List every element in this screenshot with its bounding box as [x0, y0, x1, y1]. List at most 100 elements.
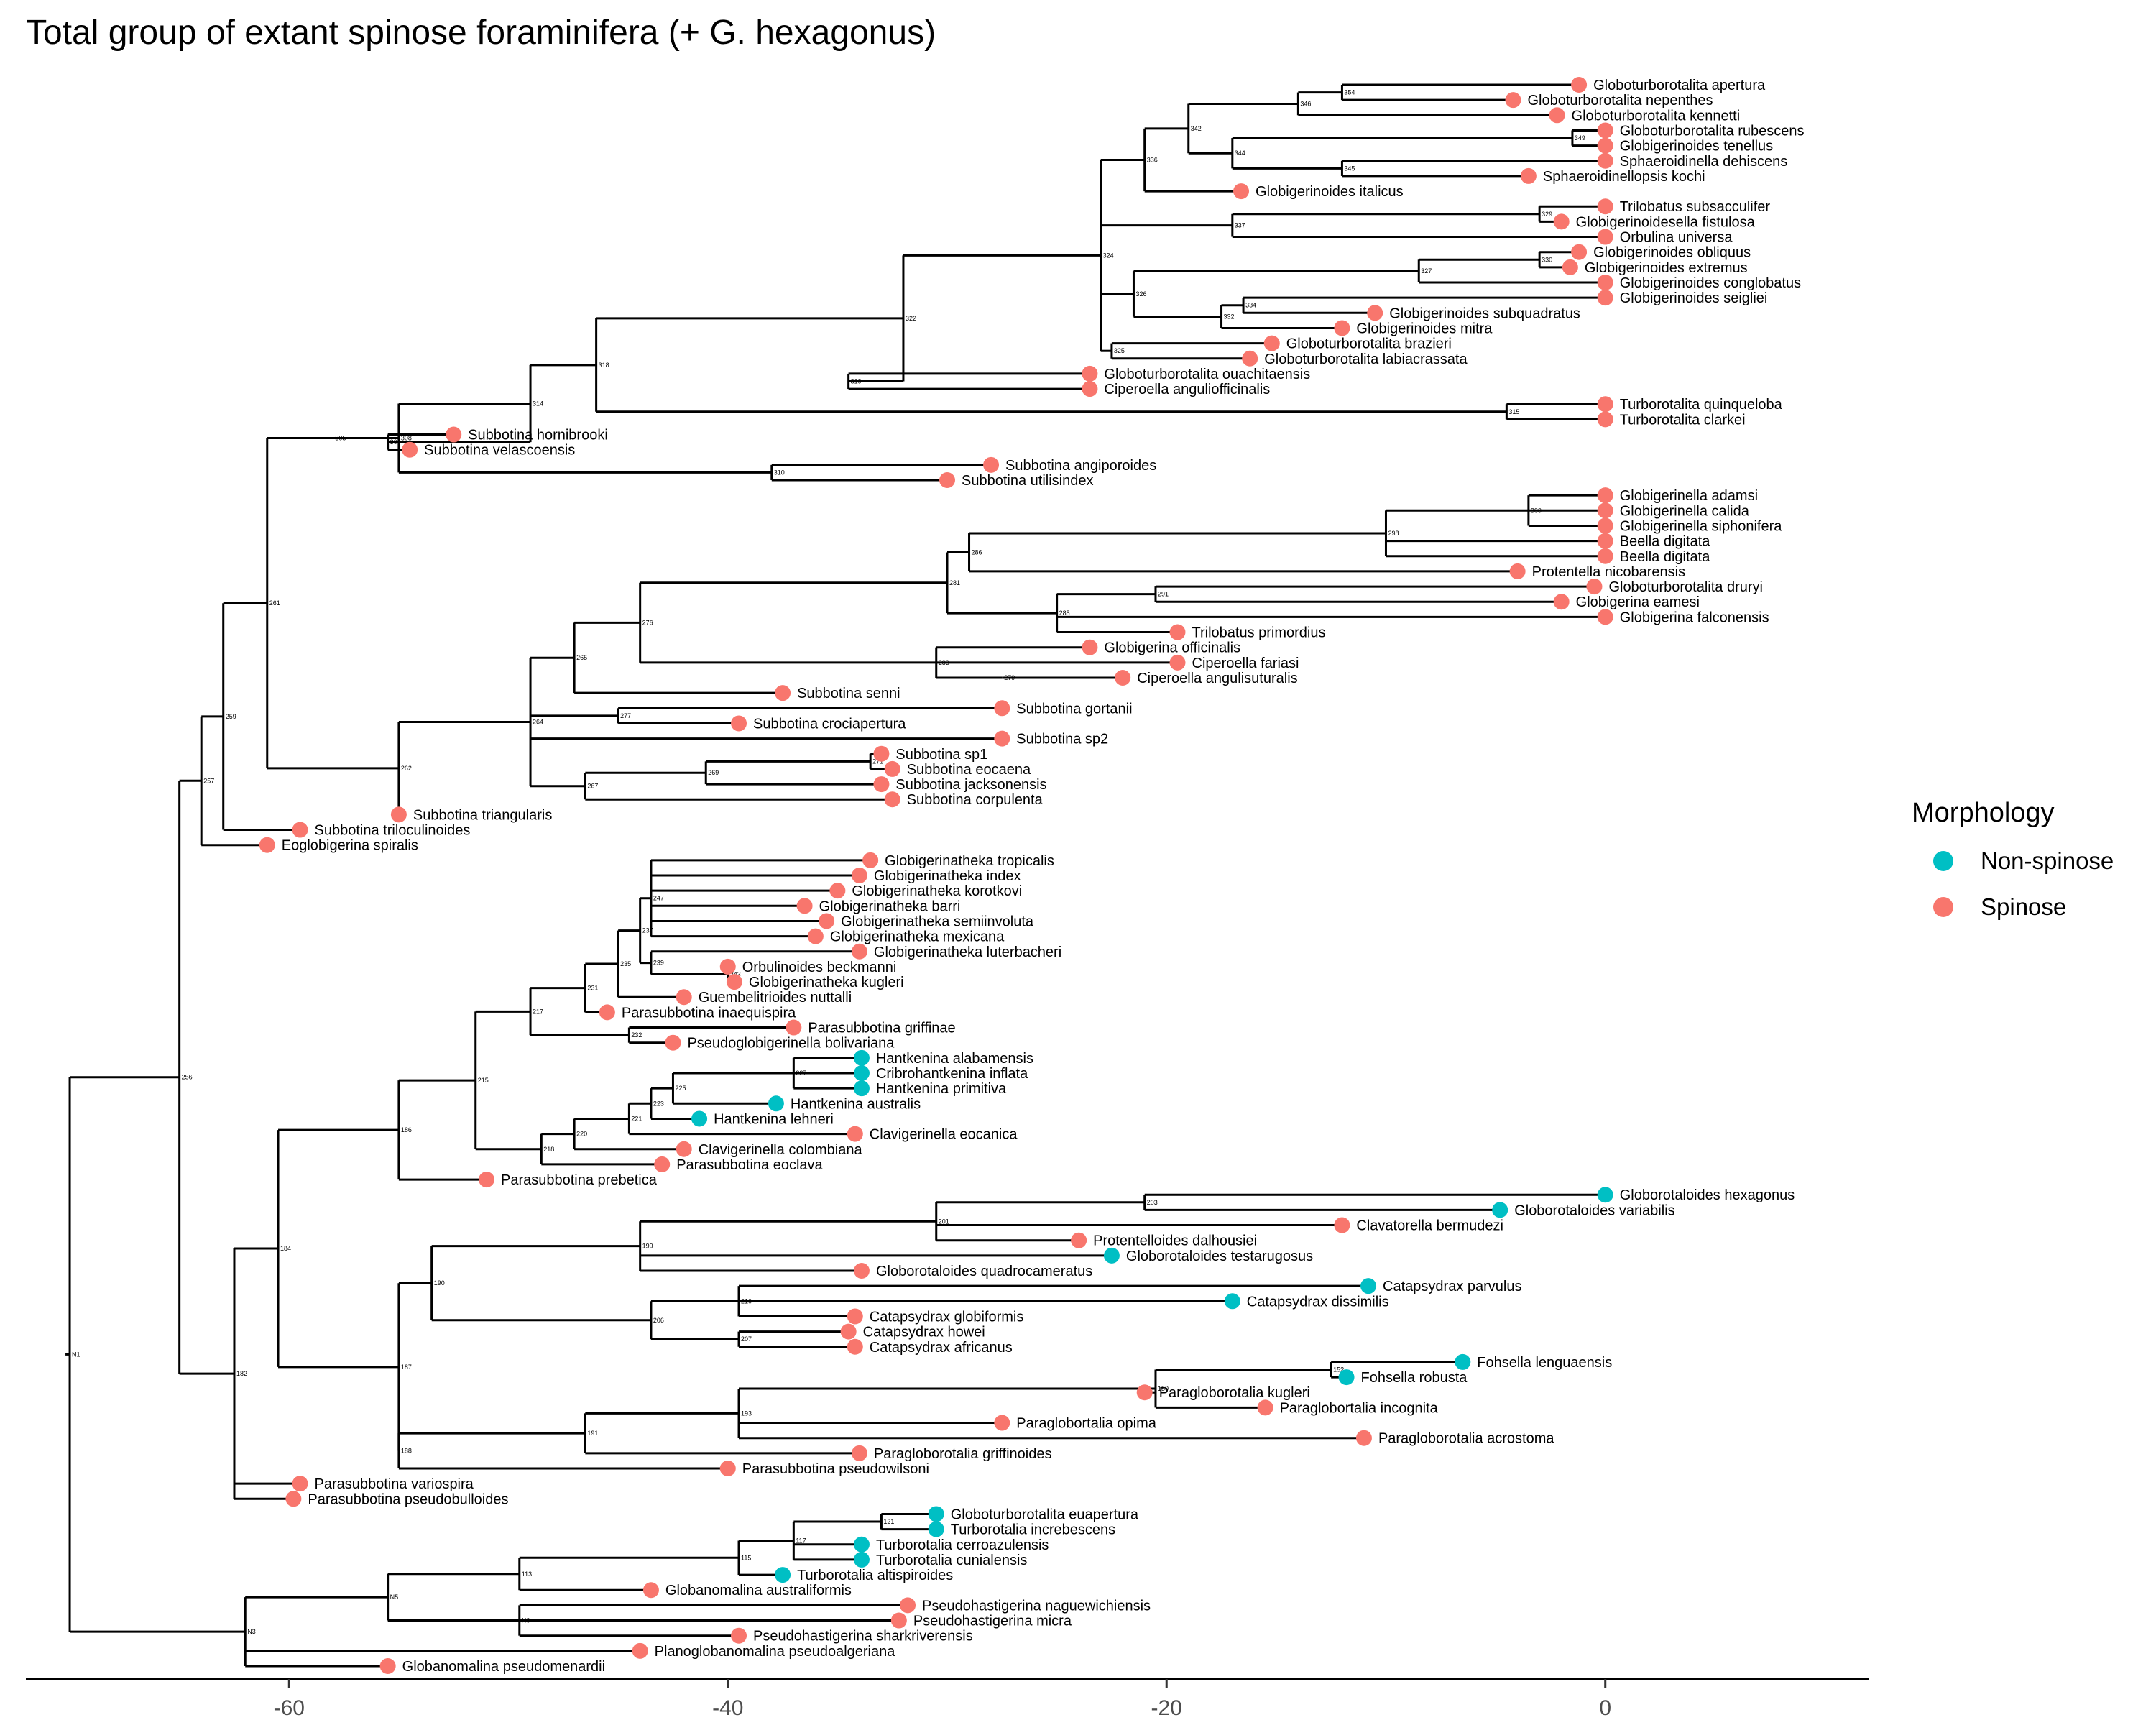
tip-label: Paragloborotalia griffinoides — [874, 1446, 1052, 1462]
node-id-label: 336 — [1147, 156, 1158, 163]
tip-label: Globoturborotalita euapertura — [951, 1506, 1139, 1522]
tip-point-nonspinose — [1338, 1369, 1355, 1386]
tip-label: Parasubbotina pseudowilsoni — [742, 1461, 929, 1477]
node-id-label: 345 — [1344, 165, 1355, 172]
tip-label: Globigerinoides extremus — [1585, 260, 1748, 276]
tip-point-nonspinose — [1360, 1278, 1377, 1294]
tip-label: Guembelitrioides nuttalli — [699, 990, 852, 1006]
node-id-label: 327 — [1421, 267, 1432, 275]
tip-point-spinose — [840, 1323, 857, 1340]
tip-point-spinose — [1586, 579, 1603, 595]
tip-layer: Globoturborotalita aperturaGloboturborot… — [259, 77, 1805, 1675]
tip-label: Clavatorella bermudezi — [1356, 1218, 1503, 1234]
tip-point-spinose — [676, 1141, 692, 1157]
tip-point-spinose — [851, 868, 867, 883]
tip-point-nonspinose — [928, 1506, 944, 1522]
tip-point-spinose — [1509, 563, 1526, 579]
tip-point-spinose — [292, 1476, 308, 1492]
tip-point-spinose — [900, 1597, 916, 1614]
node-id-label: 199 — [642, 1243, 653, 1250]
tip-point-spinose — [819, 913, 835, 929]
node-id-label: 117 — [796, 1537, 806, 1544]
node-id-label: 187 — [401, 1363, 412, 1371]
tip-label: Globigerinatheka mexicana — [830, 929, 1005, 945]
legend-label-nonspinose: Non-spinose — [1981, 847, 2114, 874]
node-id-label: 277 — [620, 712, 631, 719]
legend-item-spinose: Spinose — [1912, 893, 2114, 921]
node-id-label: 256 — [182, 1074, 193, 1081]
node-id-label: N1 — [72, 1351, 80, 1358]
tip-point-spinose — [1597, 275, 1613, 290]
node-id-label: 329 — [1542, 211, 1552, 218]
tip-label: Globoturborotalita nepenthes — [1528, 93, 1713, 109]
node-id-label: 330 — [1542, 256, 1552, 263]
tip-label: Catapsydrax howei — [863, 1325, 985, 1340]
tip-point-spinose — [1520, 167, 1537, 184]
tip-label: Eoglobigerina spiralis — [282, 838, 418, 854]
node-id-label: 285 — [1059, 610, 1070, 617]
tip-label: Subbotina utilisindex — [962, 473, 1093, 489]
tip-label: Globigerina officinalis — [1104, 640, 1240, 656]
x-axis: -60 -40 -20 0 — [274, 1679, 1611, 1720]
tip-point-spinose — [1367, 305, 1383, 321]
tip-label: Turborotalia cerroazulensis — [876, 1537, 1049, 1553]
node-id-label: 300 — [1531, 507, 1542, 514]
node-id-label: N6 — [522, 1617, 530, 1624]
tip-point-spinose — [873, 745, 890, 762]
tip-point-spinose — [1355, 1430, 1372, 1446]
tip-label: Catapsydrax globiformis — [870, 1309, 1024, 1325]
tip-point-spinose — [731, 1627, 747, 1644]
node-id-label: 283 — [939, 659, 949, 666]
tip-label: Globigerina falconensis — [1620, 610, 1769, 625]
node-id-label: 342 — [1191, 125, 1202, 132]
tip-point-nonspinose — [1597, 1187, 1613, 1203]
tip-label: Globigerinoides conglobatus — [1620, 275, 1801, 291]
tip-label: Subbotina eocaena — [907, 762, 1031, 778]
tip-label: Parasubbotina griffinae — [808, 1021, 955, 1036]
tip-point-spinose — [884, 760, 900, 777]
tip-label: Pseudohastigerina naguewichiensis — [922, 1598, 1151, 1614]
tip-point-spinose — [1597, 533, 1613, 549]
tip-point-nonspinose — [928, 1521, 944, 1537]
node-id-label: 344 — [1235, 150, 1245, 157]
node-id-label: 326 — [1135, 290, 1146, 298]
tip-point-spinose — [939, 472, 955, 488]
tip-point-spinose — [379, 1658, 396, 1674]
tip-label: Subbotina senni — [797, 686, 900, 702]
tip-label: Parasubbotina pseudobulloides — [308, 1491, 508, 1507]
node-id-label: 264 — [533, 718, 543, 725]
tip-label: Turborotalia altispiroides — [797, 1568, 953, 1583]
tip-point-nonspinose — [853, 1536, 870, 1552]
tip-point-spinose — [1169, 624, 1186, 640]
node-id-label: 152 — [1333, 1366, 1344, 1374]
tip-label: Turborotalia increbescens — [951, 1522, 1115, 1538]
tip-point-spinose — [1334, 320, 1350, 336]
tip-point-spinose — [599, 1004, 615, 1021]
node-id-label: 322 — [906, 315, 916, 322]
tip-label: Globigerinella calida — [1620, 503, 1750, 519]
tip-label: Sphaeroidinella dehiscens — [1620, 154, 1788, 170]
tip-label: Globorotaloides variabilis — [1514, 1202, 1674, 1218]
node-id-label: 239 — [653, 960, 664, 967]
x-tick-label: -60 — [274, 1696, 305, 1720]
tip-label: Orbulinoides beckmanni — [742, 960, 897, 975]
tip-point-spinose — [1334, 1217, 1350, 1233]
tip-label: Protentella nicobarensis — [1532, 564, 1685, 580]
tip-point-spinose — [1082, 639, 1098, 656]
node-id-label: 121 — [883, 1518, 894, 1525]
tip-label: Globoturborotalita kennetti — [1572, 108, 1741, 124]
node-id-label: 262 — [401, 765, 412, 772]
tip-label: Globigerinatheka index — [874, 868, 1021, 884]
node-id-label: 265 — [576, 654, 587, 661]
node-id-label: 227 — [796, 1070, 806, 1077]
tip-point-spinose — [731, 715, 747, 732]
node-id-label: 315 — [1508, 408, 1519, 415]
tip-point-spinose — [1597, 609, 1613, 625]
legend-title: Morphology — [1912, 798, 2055, 828]
tip-point-spinose — [1597, 411, 1613, 428]
node-id-label: 223 — [653, 1100, 664, 1107]
tip-label: Globoturborotalita ouachitaensis — [1104, 367, 1310, 382]
tip-point-spinose — [1553, 594, 1570, 610]
node-id-label: 231 — [587, 985, 598, 992]
